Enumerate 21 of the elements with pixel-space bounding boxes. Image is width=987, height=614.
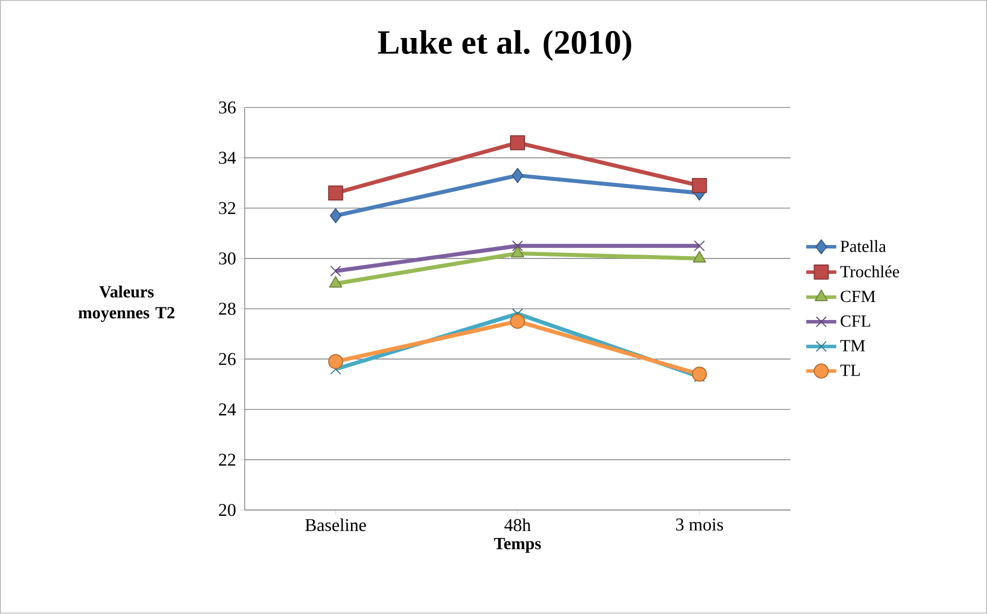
y-tick-label: 24 xyxy=(219,404,236,416)
y-tick-label: 34 xyxy=(219,152,236,164)
y-tick-label: 28 xyxy=(219,302,236,316)
legend-label: Trochlée xyxy=(840,266,900,278)
x-tick-label: 48h xyxy=(504,518,531,532)
chart-title: Luke et al. (2010) xyxy=(378,30,632,62)
x-tick-label: 3 mois xyxy=(676,518,723,531)
y-tick-label: 20 xyxy=(219,504,236,516)
legend-label: Patella xyxy=(840,240,886,252)
legend-label: CFM xyxy=(840,290,876,302)
legend-label: TM xyxy=(840,340,865,352)
y-tick-label: 36 xyxy=(219,102,236,114)
y-axis-title: Valeurs moyennes T2 xyxy=(78,286,174,322)
y-tick-label: 32 xyxy=(219,202,236,214)
y-tick-label: 22 xyxy=(219,454,236,466)
y-tick-label: 26 xyxy=(219,353,236,366)
x-tick-label: Baseline xyxy=(305,518,366,532)
x-axis-title: Temps xyxy=(494,538,541,553)
legend-label: TL xyxy=(840,364,860,376)
legend-label: CFL xyxy=(840,316,870,328)
y-tick-label: 30 xyxy=(219,252,236,265)
